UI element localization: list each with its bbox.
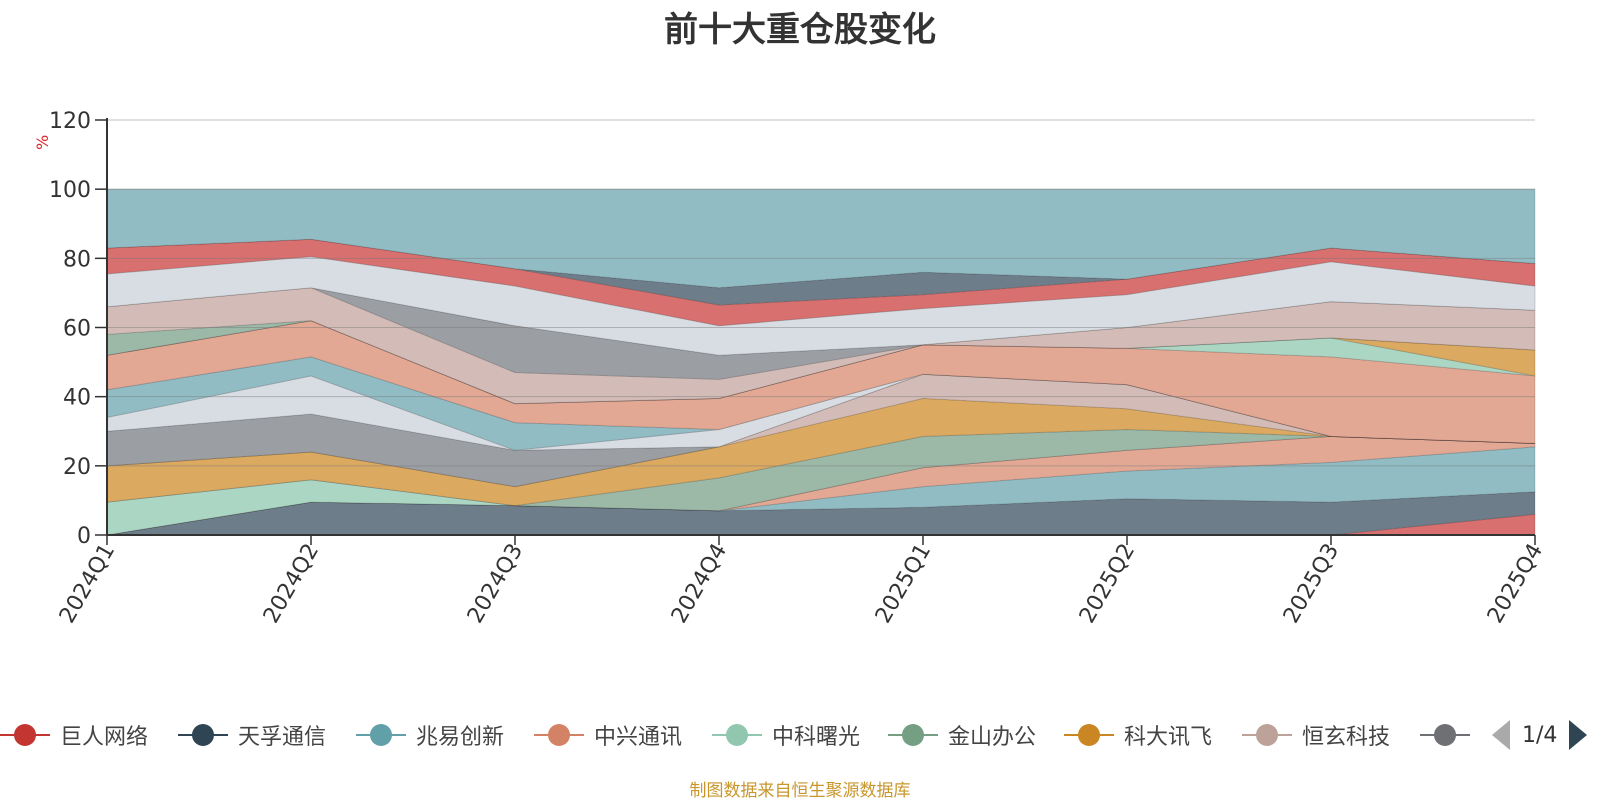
y-tick-label: 20 <box>63 455 91 480</box>
legend-item[interactable]: 巨人网络 <box>0 718 148 752</box>
pager-prev-icon[interactable] <box>1492 720 1510 750</box>
legend-marker-icon <box>888 724 938 746</box>
legend-label: 兆易创新 <box>416 725 505 750</box>
legend-label: 中科曙光 <box>772 725 861 750</box>
legend-item[interactable]: 中科曙光 <box>712 718 860 752</box>
y-tick-label: 0 <box>77 524 91 549</box>
legend-label: 中兴通讯 <box>594 725 683 750</box>
area-series-15 <box>106 287 1536 405</box>
x-tick-label: 2024Q2 <box>259 540 324 628</box>
y-tick-label: 100 <box>49 178 91 203</box>
x-tick-label: 2025Q3 <box>1279 540 1344 628</box>
pager-next-icon[interactable] <box>1569 720 1588 750</box>
legend-marker-icon <box>712 724 762 746</box>
x-tick-label: 2024Q3 <box>463 540 528 628</box>
x-tick-label: 2025Q1 <box>871 540 936 628</box>
legend-item[interactable]: 兆易创新 <box>356 718 504 752</box>
legend-label: 天孚通信 <box>238 725 327 750</box>
legend-label: 巨人网络 <box>60 725 149 750</box>
legend-label: 金山办公 <box>948 725 1037 750</box>
legend-item[interactable]: 金山办公 <box>888 718 1036 752</box>
legend-item[interactable]: 天孚通信 <box>178 718 326 752</box>
legend-marker-icon <box>534 724 584 746</box>
y-tick-label: 40 <box>63 386 91 411</box>
legend-item[interactable]: 第 <box>1420 718 1480 752</box>
y-axis-unit: % <box>33 134 52 150</box>
legend-marker-icon <box>1242 724 1292 746</box>
pager-text: 1/4 <box>1522 722 1558 748</box>
legend: 巨人网络 天孚通信 兆易创新 中兴通讯 中科曙光 金山办公 科大讯飞 恒玄科技 第 <box>0 718 1480 752</box>
legend-item[interactable]: 恒玄科技 <box>1242 718 1390 752</box>
area-series-3 <box>106 435 1536 536</box>
x-tick-label: 2025Q4 <box>1483 540 1548 628</box>
area-series-20 <box>106 188 1536 289</box>
legend-pager: 1/4 <box>1480 718 1600 752</box>
legend-marker-icon <box>356 724 406 746</box>
legend-label: 科大讯飞 <box>1124 725 1213 750</box>
legend-marker-icon <box>1420 724 1470 746</box>
chart-title: 前十大重仓股变化 <box>664 10 936 50</box>
legend-label: 恒玄科技 <box>1302 725 1391 750</box>
area-series-2 <box>106 446 1536 536</box>
legend-marker-icon <box>0 724 50 746</box>
source-note: 制图数据来自恒生聚源数据库 <box>689 781 911 801</box>
y-tick-label: 80 <box>63 247 91 272</box>
x-tick-label: 2024Q4 <box>667 540 732 628</box>
y-tick-label: 120 <box>49 109 91 134</box>
legend-item[interactable]: 中兴通讯 <box>534 718 682 752</box>
x-tick-label: 2025Q2 <box>1075 540 1140 628</box>
stacked-area-chart: 0 20 40 60 80 100 120 2024Q1 2024Q2 2024Q3 2024Q4… <box>49 109 1548 628</box>
legend-marker-icon <box>178 724 228 746</box>
y-tick-label: 60 <box>63 317 91 342</box>
legend-item[interactable]: 科大讯飞 <box>1064 718 1212 752</box>
legend-marker-icon <box>1064 724 1114 746</box>
x-tick-label: 2024Q1 <box>55 540 120 628</box>
